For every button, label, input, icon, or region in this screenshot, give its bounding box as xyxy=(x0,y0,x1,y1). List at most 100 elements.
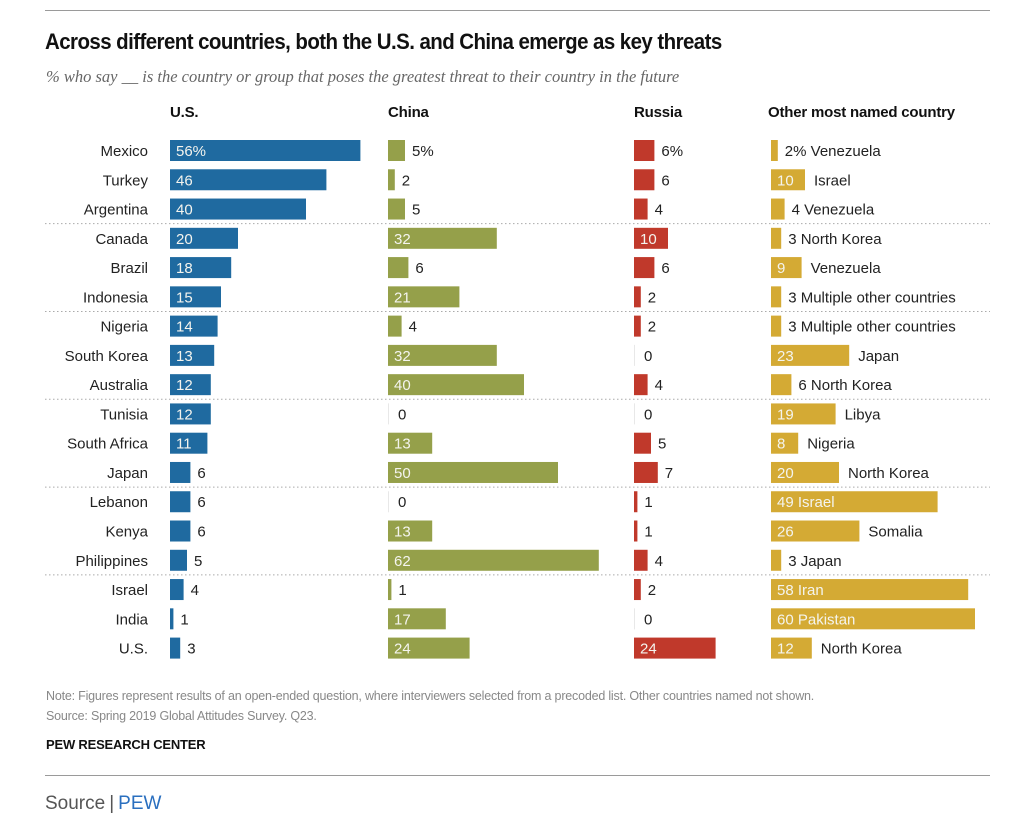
data-label-u-s-tunisia: 12 xyxy=(176,406,193,423)
bar-other-most-named-country-kenya xyxy=(771,520,860,542)
data-label-u-s-philippines: 5 xyxy=(194,553,202,570)
bar-russia-lebanon xyxy=(634,491,638,513)
bar-china-south-korea xyxy=(388,344,497,366)
data-label-china-lebanon: 0 xyxy=(398,494,406,511)
country-label-south-korea: Japan xyxy=(858,348,899,365)
bar-other-most-named-country-indonesia xyxy=(771,286,782,308)
bar-u-s-mexico xyxy=(170,140,361,161)
data-label-russia-u-s: 24 xyxy=(640,641,657,658)
bar-china-israel xyxy=(388,579,392,601)
bar-china-mexico xyxy=(388,140,405,161)
data-label-russia-nigeria: 2 xyxy=(648,319,656,336)
data-label-china-south-korea: 32 xyxy=(394,348,411,365)
category-label-turkey: Turkey xyxy=(103,172,149,189)
top-divider xyxy=(45,10,990,11)
bar-other-most-named-country-turkey xyxy=(771,169,805,191)
data-label-other-most-named-country-nigeria: 3 Multiple other countries xyxy=(788,319,956,336)
bar-other-most-named-country-mexico xyxy=(771,140,778,161)
bar-china-india xyxy=(388,608,446,630)
data-label-u-s-brazil: 18 xyxy=(176,260,193,277)
bar-u-s-kenya xyxy=(170,520,191,542)
column-header-other: Other most named country xyxy=(768,104,955,121)
category-label-south-korea: South Korea xyxy=(65,348,149,365)
bar-other-most-named-country-argentina xyxy=(771,198,785,220)
bar-other-most-named-country-tunisia xyxy=(771,403,836,425)
bar-other-most-named-country-israel xyxy=(771,579,969,601)
country-label-tunisia: Libya xyxy=(845,406,882,423)
bar-other-most-named-country-canada xyxy=(771,227,782,249)
data-label-other-most-named-country-india: 60 Pakistan xyxy=(777,611,855,628)
bar-russia-australia xyxy=(634,374,648,396)
bar-china-argentina xyxy=(388,198,405,220)
data-label-russia-turkey: 6 xyxy=(661,172,669,189)
data-label-u-s-japan: 6 xyxy=(197,465,205,482)
data-label-other-most-named-country-australia: 6 North Korea xyxy=(798,377,892,394)
bar-u-s-south-africa xyxy=(170,432,208,454)
bar-russia-turkey xyxy=(634,169,655,191)
bar-china-brazil xyxy=(388,257,409,279)
data-label-russia-australia: 4 xyxy=(655,377,663,394)
bar-russia-japan xyxy=(634,461,658,483)
bar-russia-south-africa xyxy=(634,432,651,454)
data-label-other-most-named-country-israel: 58 Iran xyxy=(777,582,824,599)
data-label-u-s-kenya: 6 xyxy=(197,524,205,541)
bar-russia-nigeria xyxy=(634,315,641,337)
data-label-u-s-u-s: 3 xyxy=(187,641,195,658)
bar-u-s-tunisia xyxy=(170,403,211,425)
category-label-nigeria: Nigeria xyxy=(100,319,148,336)
column-header-china: China xyxy=(388,104,429,121)
country-label-brazil: Venezuela xyxy=(811,260,882,277)
data-label-china-turkey: 2 xyxy=(402,172,410,189)
bar-other-most-named-country-india xyxy=(771,608,975,630)
chart-subtitle: % who say __ is the country or group tha… xyxy=(46,67,680,86)
country-label-u-s: North Korea xyxy=(821,641,903,658)
bar-china-nigeria xyxy=(388,315,402,337)
footer-source-link[interactable]: PEW xyxy=(118,793,162,814)
bar-china-indonesia xyxy=(388,286,460,308)
bar-u-s-india xyxy=(170,608,174,630)
data-label-china-indonesia: 21 xyxy=(394,289,411,306)
data-label-china-brazil: 6 xyxy=(415,260,423,277)
data-label-russia-israel: 2 xyxy=(648,582,656,599)
bar-other-most-named-country-u-s xyxy=(771,637,812,659)
country-label-south-africa: Nigeria xyxy=(807,436,855,453)
data-label-u-s-nigeria: 14 xyxy=(176,319,193,336)
category-label-australia: Australia xyxy=(90,377,149,394)
country-label-turkey: Israel xyxy=(814,172,851,189)
chart-note: Note: Figures represent results of an op… xyxy=(46,689,815,703)
data-label-other-most-named-country-u-s: 12 xyxy=(777,641,794,658)
bar-u-s-philippines xyxy=(170,549,187,571)
category-label-kenya: Kenya xyxy=(105,524,148,541)
category-label-south-africa: South Africa xyxy=(67,436,149,453)
bar-china-philippines xyxy=(388,549,599,571)
data-label-china-philippines: 62 xyxy=(394,553,411,570)
data-label-russia-mexico: 6% xyxy=(661,143,683,160)
bar-u-s-turkey xyxy=(170,169,327,191)
footer-source: Source | PEW xyxy=(45,793,161,815)
data-label-u-s-south-africa: 11 xyxy=(176,436,192,453)
bar-russia-argentina xyxy=(634,198,648,220)
category-label-mexico: Mexico xyxy=(100,143,148,160)
data-label-china-nigeria: 4 xyxy=(409,319,417,336)
bar-russia-israel xyxy=(634,579,641,601)
category-label-japan: Japan xyxy=(107,465,148,482)
data-label-u-s-israel: 4 xyxy=(191,582,199,599)
pew-research-center-brand: PEW RESEARCH CENTER xyxy=(46,737,206,752)
data-label-russia-lebanon: 1 xyxy=(644,494,652,511)
data-label-u-s-indonesia: 15 xyxy=(176,289,193,306)
bar-other-most-named-country-lebanon xyxy=(771,491,938,513)
data-label-u-s-australia: 12 xyxy=(176,377,193,394)
bar-u-s-brazil xyxy=(170,257,232,279)
bar-china-australia xyxy=(388,374,524,396)
bar-u-s-canada xyxy=(170,227,238,249)
category-label-argentina: Argentina xyxy=(84,202,149,219)
data-label-russia-south-korea: 0 xyxy=(644,348,652,365)
chart-title: Across different countries, both the U.S… xyxy=(45,29,722,54)
data-label-china-tunisia: 0 xyxy=(398,406,406,423)
data-label-other-most-named-country-turkey: 10 xyxy=(777,172,794,189)
bar-other-most-named-country-australia xyxy=(771,374,792,396)
bar-u-s-japan xyxy=(170,461,191,483)
data-label-china-kenya: 13 xyxy=(394,524,411,541)
data-label-russia-kenya: 1 xyxy=(644,524,652,541)
category-label-canada: Canada xyxy=(95,231,148,248)
